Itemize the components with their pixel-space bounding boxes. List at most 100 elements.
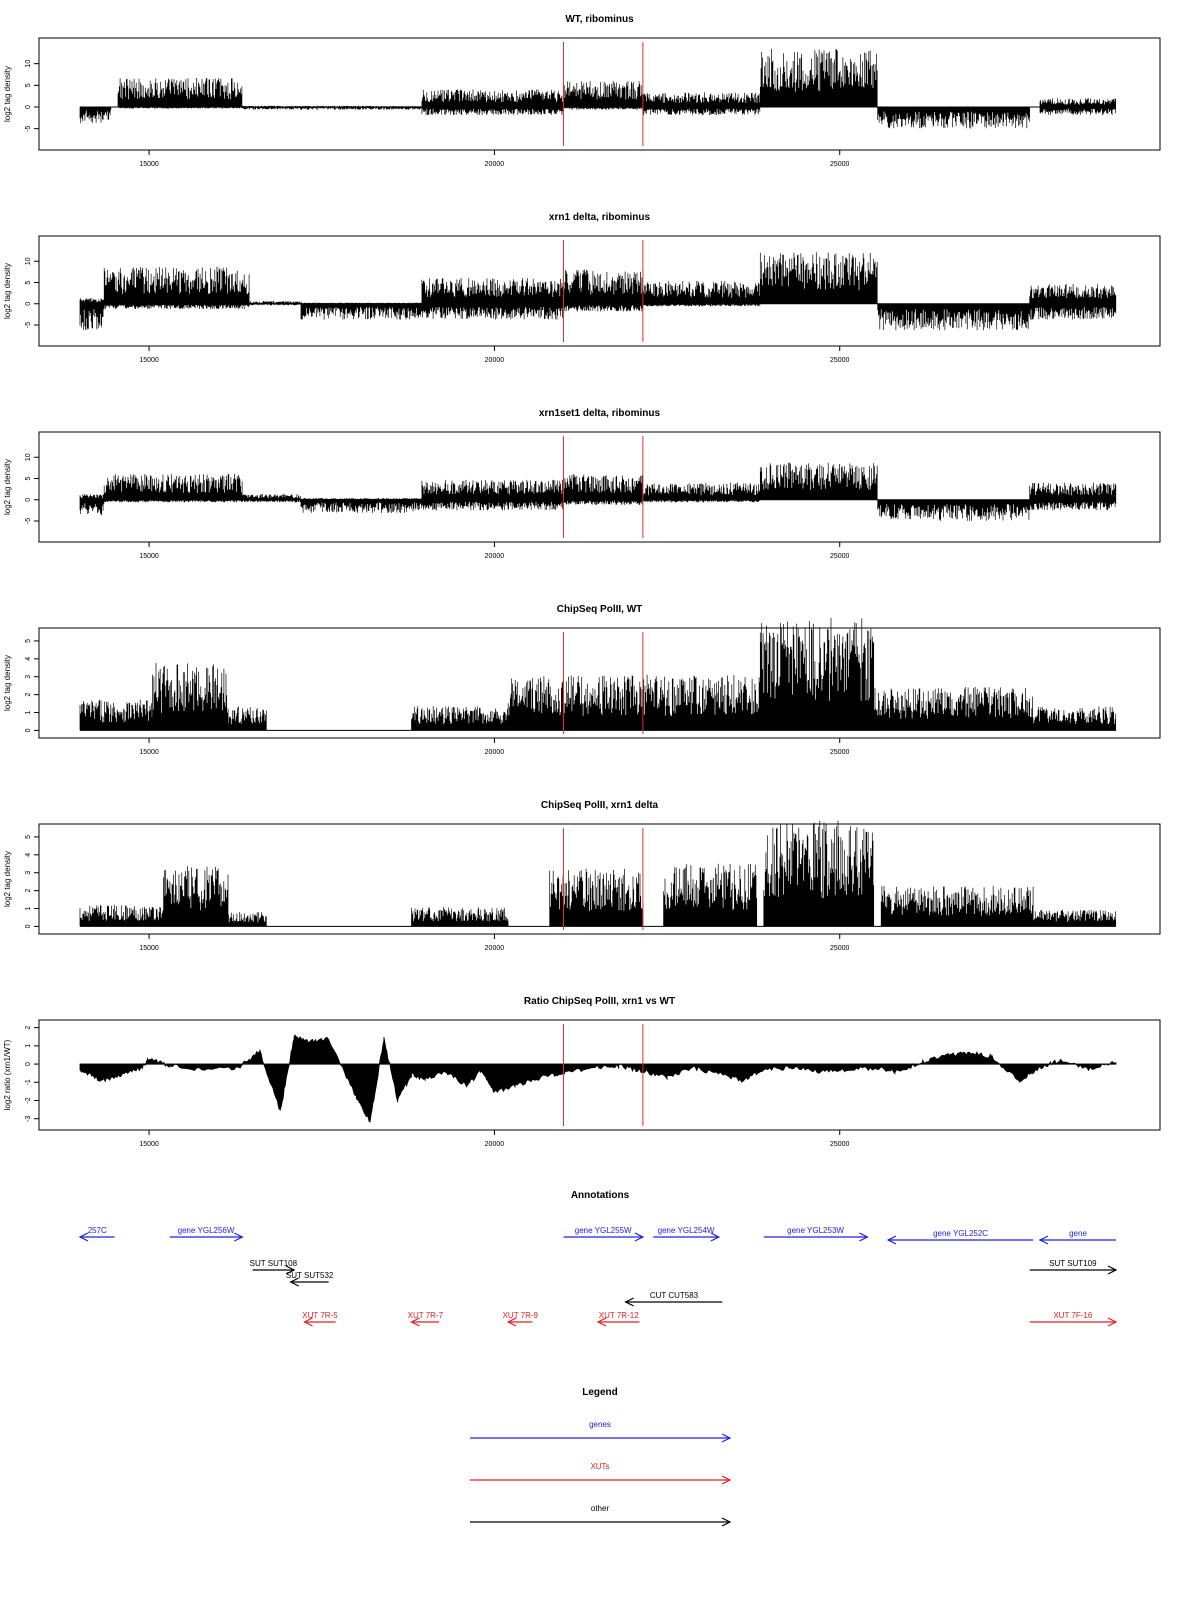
feature-arrow-head (1107, 1317, 1118, 1327)
annotation-feature: gene (1038, 1229, 1116, 1245)
feature-label: XUT 7R-5 (302, 1311, 338, 1320)
panel-2: xrn1 delta, ribominus log2 tag density -5 0… (3, 212, 1161, 364)
panel-3: xrn1set1 delta, ribominus log2 tag densit… (3, 408, 1161, 560)
annotation-feature: XUT 7F-16 (1029, 1311, 1118, 1327)
y-axis-label: log2 tag density (3, 655, 12, 711)
annotation-feature: gene YGL256W (169, 1226, 244, 1242)
x-tick-label: 25000 (830, 749, 850, 756)
annotation-feature: SUT SUT532 (286, 1271, 334, 1287)
feature-label: 257C (88, 1226, 107, 1235)
feature-label: CUT CUT583 (650, 1291, 699, 1300)
y-tick-label: 0 (25, 728, 32, 732)
annotation-feature: gene YGL255W (563, 1226, 645, 1242)
annotation-feature: 257C (78, 1226, 115, 1242)
ratio-area (79, 1034, 1117, 1123)
y-tick-label: 5 (25, 476, 32, 480)
feature-arrow-head (78, 1232, 89, 1242)
panel-6: Ratio ChipSeq PolII, xrn1 vs WT log2 rati… (3, 996, 1161, 1148)
feature-label: gene YGL252C (933, 1229, 988, 1238)
feature-label: XUT 7F-16 (1053, 1311, 1093, 1320)
legend-item: XUTs (470, 1462, 732, 1485)
panel-title: ChipSeq PolII, xrn1 delta (541, 800, 659, 811)
y-tick-label: 2 (25, 1026, 32, 1030)
y-tick-label: 0 (25, 105, 32, 109)
y-tick-label: 5 (25, 835, 32, 839)
feature-label: XUT 7R-12 (599, 1311, 639, 1320)
y-tick-label: 1 (25, 1044, 32, 1048)
feature-label: gene YGL254W (658, 1226, 715, 1235)
legend-item: other (470, 1504, 732, 1527)
x-tick-label: 20000 (485, 1141, 505, 1148)
plot-frame (38, 823, 1161, 935)
annotation-feature: SUT SUT108 (250, 1259, 298, 1275)
y-tick-label: 1 (25, 906, 32, 910)
feature-label: SUT SUT532 (286, 1271, 334, 1280)
legend-arrow-head (721, 1433, 732, 1443)
feature-label: gene YGL256W (178, 1226, 235, 1235)
panel-5: ChipSeq PolII, xrn1 delta log2 tag densit… (3, 800, 1161, 952)
y-tick-label: -5 (25, 518, 32, 524)
annotations-panel: Annotations 257C gene YGL256W gene YGL255W g… (78, 1190, 1118, 1327)
x-tick-label: 15000 (139, 945, 159, 952)
y-tick-label: 5 (25, 280, 32, 284)
plot-frame (38, 37, 1161, 151)
annotation-feature: gene YGL254W (653, 1226, 721, 1242)
feature-arrow-head (303, 1317, 313, 1327)
feature-label: gene YGL253W (787, 1226, 844, 1235)
y-axis-label: log2 tag density (3, 66, 12, 122)
y-tick-label: 5 (25, 639, 32, 643)
y-tick-label: 4 (25, 853, 32, 857)
legend-item: genes (470, 1420, 732, 1443)
legend-label: genes (589, 1420, 611, 1429)
x-tick-label: 15000 (139, 161, 159, 168)
annotation-feature: SUT SUT109 (1029, 1259, 1118, 1275)
y-tick-label: 10 (25, 60, 32, 68)
x-tick-label: 20000 (485, 161, 505, 168)
panel-title: xrn1 delta, ribominus (549, 212, 651, 223)
y-tick-label: 5 (25, 83, 32, 87)
y-tick-label: 2 (25, 693, 32, 697)
feature-arrow-head (1107, 1265, 1118, 1275)
annotation-feature: gene YGL252C (886, 1229, 1034, 1245)
annotations-title: Annotations (571, 1190, 630, 1201)
legend-arrow-head (721, 1517, 732, 1527)
y-tick-label: -5 (25, 322, 32, 328)
panel-title: xrn1set1 delta, ribominus (539, 408, 661, 419)
feature-label: XUT 7R-9 (503, 1311, 539, 1320)
feature-label: SUT SUT109 (1049, 1259, 1097, 1268)
legend-label: XUTs (590, 1462, 609, 1471)
feature-arrow-head (285, 1265, 296, 1275)
signal-bars (79, 617, 1117, 731)
feature-arrow-head (624, 1297, 634, 1307)
feature-arrow-head (506, 1317, 517, 1327)
x-tick-label: 20000 (485, 357, 505, 364)
annotation-feature: XUT 7R-9 (503, 1311, 539, 1327)
x-tick-label: 15000 (139, 749, 159, 756)
y-tick-label: -3 (25, 1116, 32, 1122)
feature-label: gene (1069, 1229, 1087, 1238)
legend-arrow-head (721, 1475, 732, 1485)
y-axis-label: log2 tag density (3, 459, 12, 515)
plot-frame (38, 1019, 1161, 1131)
feature-label: gene YGL255W (575, 1226, 632, 1235)
y-tick-label: -2 (25, 1097, 32, 1103)
x-tick-label: 20000 (485, 749, 505, 756)
legend-label: other (591, 1504, 610, 1513)
panel-4: ChipSeq PolII, WT log2 tag density 0 1 2 3 4 5 1… (3, 604, 1161, 756)
feature-arrow-head (289, 1277, 299, 1287)
signal-bars (79, 462, 1117, 521)
feature-arrow-head (859, 1232, 869, 1242)
x-tick-label: 15000 (139, 553, 159, 560)
legend-title: Legend (582, 1387, 618, 1398)
annotation-feature: XUT 7R-12 (596, 1311, 640, 1327)
x-tick-label: 15000 (139, 1141, 159, 1148)
x-tick-label: 25000 (830, 161, 850, 168)
annotation-feature: XUT 7R-7 (408, 1311, 444, 1327)
y-tick-label: -1 (25, 1079, 32, 1085)
panel-title: WT, ribominus (565, 14, 634, 25)
annotation-feature: CUT CUT583 (624, 1291, 723, 1307)
feature-arrow-head (410, 1317, 420, 1327)
y-tick-label: 1 (25, 710, 32, 714)
feature-arrow-head (886, 1235, 897, 1245)
